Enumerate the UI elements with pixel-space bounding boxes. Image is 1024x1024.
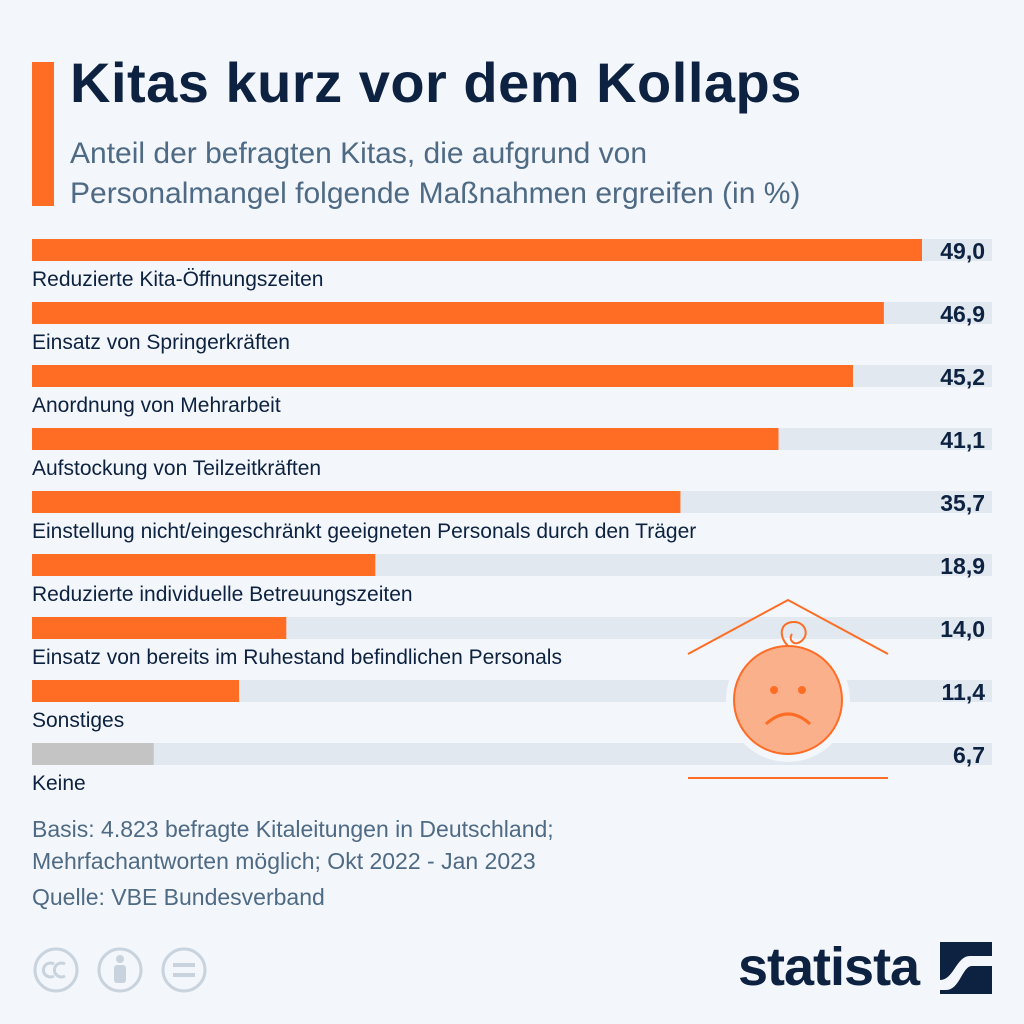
title-accent-bar <box>32 62 54 206</box>
value-label: 46,9 <box>940 301 985 327</box>
category-label: Reduzierte individuelle Betreuungszeiten <box>32 583 413 606</box>
value-label: 41,1 <box>940 427 985 453</box>
value-label: 11,4 <box>942 679 986 705</box>
no-derivatives-icon[interactable] <box>161 947 207 993</box>
attribution-icon[interactable] <box>97 947 143 993</box>
bar <box>32 302 884 324</box>
statista-logo-icon[interactable] <box>940 942 992 994</box>
value-label: 45,2 <box>940 364 985 390</box>
bar-track <box>32 743 992 765</box>
category-label: Einsatz von Springerkräften <box>32 331 290 354</box>
statista-wordmark[interactable]: statista <box>738 937 920 997</box>
subtitle-line-2: Personalmangel folgende Maßnahmen ergrei… <box>70 177 801 210</box>
category-label: Keine <box>32 772 86 795</box>
cc-icon[interactable] <box>33 947 79 993</box>
bar <box>32 428 779 450</box>
bar <box>32 239 922 261</box>
value-label: 14,0 <box>940 616 985 642</box>
chart-subtitle: Anteil der befragten Kitas, die aufgrund… <box>70 134 970 214</box>
sad-child-house-illustration <box>687 598 889 779</box>
bar <box>32 617 287 639</box>
category-label: Einstellung nicht/eingeschränkt geeignet… <box>32 520 696 543</box>
bar <box>32 743 154 765</box>
category-label: Aufstockung von Teilzeitkräften <box>32 457 321 480</box>
license-icons[interactable] <box>32 944 208 996</box>
category-label: Reduzierte Kita-Öffnungszeiten <box>32 268 323 291</box>
category-label: Einsatz von bereits im Ruhestand befindl… <box>32 646 562 669</box>
value-label: 35,7 <box>940 490 985 516</box>
value-label: 6,7 <box>953 742 985 768</box>
value-label: 49,0 <box>940 238 985 264</box>
footer-basis-line-2: Mehrfachantworten möglich; Okt 2022 - Ja… <box>32 848 536 874</box>
chart-title: Kitas kurz vor dem Kollaps <box>70 51 802 114</box>
category-label: Sonstiges <box>32 709 124 732</box>
bar <box>32 491 681 513</box>
bar <box>32 680 240 702</box>
bar-chart: 49,0 Reduzierte Kita-Öffnungszeiten 46,9 Ei… <box>32 238 992 795</box>
bar <box>32 554 376 576</box>
value-label: 18,9 <box>940 553 985 579</box>
bar <box>32 365 853 387</box>
footer-source: Quelle: VBE Bundesverband <box>32 884 325 910</box>
footer-basis-line-1: Basis: 4.823 befragte Kitaleitungen in D… <box>32 816 554 842</box>
category-label: Anordnung von Mehrarbeit <box>32 394 281 417</box>
subtitle-line-1: Anteil der befragten Kitas, die aufgrund… <box>70 137 648 170</box>
